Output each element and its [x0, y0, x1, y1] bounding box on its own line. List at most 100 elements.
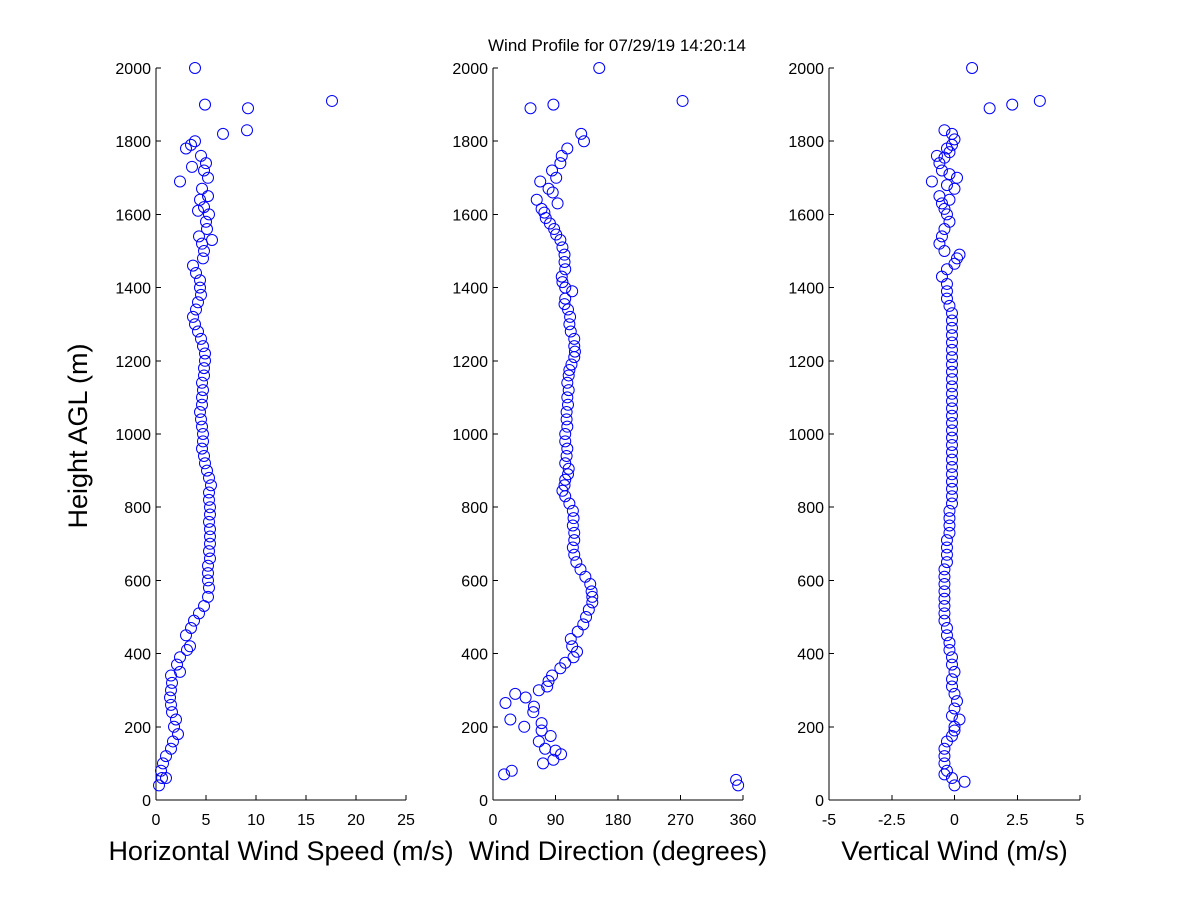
- data-point: [558, 248, 571, 261]
- data-point: [559, 656, 572, 669]
- data-point: [945, 468, 958, 481]
- data-point: [730, 773, 743, 786]
- data-point: [940, 208, 953, 221]
- data-point: [171, 658, 183, 671]
- data-point: [945, 431, 958, 444]
- data-point: [943, 299, 956, 312]
- data-point: [196, 398, 208, 411]
- data-point: [943, 526, 956, 539]
- data-point: [585, 585, 598, 598]
- data-point: [202, 559, 214, 572]
- data-point: [199, 457, 211, 470]
- data-point: [925, 175, 938, 188]
- data-point: [563, 363, 576, 376]
- data-point: [518, 720, 531, 733]
- data-point: [945, 336, 958, 349]
- data-point: [195, 149, 207, 162]
- data-point: [945, 321, 958, 334]
- data-point: [174, 175, 186, 188]
- data-point: [945, 380, 958, 393]
- x-axis-label-direction: Wind Direction (degrees): [469, 836, 768, 866]
- data-point: [174, 651, 186, 664]
- data-point: [940, 629, 953, 642]
- data-point: [945, 438, 958, 451]
- y-tick-label: 0: [479, 793, 488, 810]
- data-point: [938, 592, 951, 605]
- y-tick-label: 600: [797, 573, 824, 590]
- data-point: [326, 94, 338, 107]
- data-point: [943, 504, 956, 517]
- panel-vertical: 0 200 400 600 800 1000 1200 1400 1600 1800 2000 -5 -…: [788, 61, 1084, 866]
- y-tick-label: 600: [124, 573, 151, 590]
- data-point: [198, 449, 210, 462]
- data-point: [933, 237, 946, 250]
- data-point: [197, 252, 209, 265]
- y-tick-label: 1400: [115, 281, 151, 298]
- data-point: [555, 270, 568, 283]
- data-point: [195, 288, 207, 301]
- data-point: [938, 750, 951, 763]
- data-point: [1033, 94, 1046, 107]
- data-point: [196, 420, 208, 433]
- chart-title: Wind Profile for 07/29/19 14:20:14: [488, 36, 746, 55]
- data-point: [204, 508, 216, 521]
- data-point: [945, 127, 958, 140]
- data-point: [535, 724, 548, 737]
- data-point: [185, 138, 197, 151]
- data-point: [156, 772, 168, 785]
- x-tick-label: 180: [605, 812, 632, 829]
- data-point: [155, 764, 167, 777]
- data-point: [951, 171, 964, 184]
- data-point: [189, 318, 201, 331]
- data-point: [953, 713, 966, 726]
- data-point: [195, 413, 207, 426]
- y-tick-label: 400: [461, 647, 488, 664]
- data-point: [187, 310, 199, 323]
- data-point: [570, 556, 583, 569]
- data-point: [945, 387, 958, 400]
- data-point: [200, 215, 212, 228]
- data-point: [241, 124, 253, 137]
- data-point: [561, 376, 574, 389]
- data-point: [938, 600, 951, 613]
- data-point: [966, 62, 979, 74]
- data-point: [561, 391, 574, 404]
- data-point: [556, 276, 569, 289]
- data-point: [935, 164, 948, 177]
- data-point: [568, 332, 581, 345]
- data-point: [198, 245, 210, 257]
- data-point: [945, 307, 958, 320]
- data-point: [217, 127, 229, 140]
- data-point: [559, 263, 572, 276]
- data-point: [202, 574, 214, 587]
- data-point: [519, 691, 532, 704]
- data-point: [1006, 98, 1019, 111]
- y-tick-label: 0: [815, 793, 824, 810]
- data-point: [560, 406, 573, 419]
- data-point: [676, 94, 689, 107]
- data-point: [568, 345, 581, 358]
- data-point: [170, 713, 182, 726]
- data-point: [204, 537, 216, 550]
- data-point: [198, 201, 210, 214]
- data-point: [194, 406, 206, 419]
- data-point: [562, 384, 575, 397]
- data-point: [197, 340, 209, 353]
- data-point: [958, 775, 971, 788]
- data-point: [198, 164, 210, 177]
- data-point: [566, 285, 579, 298]
- data-point: [206, 234, 218, 247]
- y-tick-label: 800: [124, 500, 151, 517]
- y-tick-label: 1400: [452, 281, 488, 298]
- x-tick-label: -2.5: [878, 812, 906, 829]
- data-point: [564, 325, 577, 338]
- data-point: [192, 325, 204, 338]
- data-point: [938, 757, 951, 770]
- y-tick-label: 1200: [115, 354, 151, 371]
- data-point: [204, 552, 216, 565]
- data-point: [940, 548, 953, 561]
- data-point: [948, 687, 961, 700]
- data-point: [204, 523, 216, 536]
- data-point: [945, 373, 958, 386]
